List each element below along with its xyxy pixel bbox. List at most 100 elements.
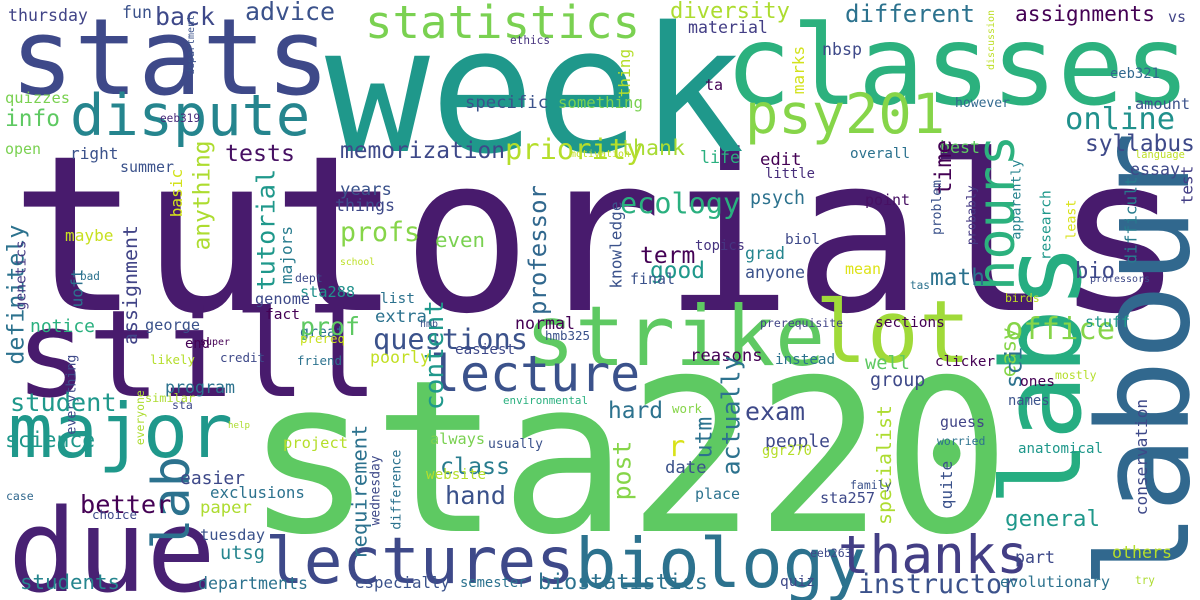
word-reasons: reasons bbox=[690, 346, 763, 366]
word-likely: likely bbox=[150, 352, 196, 367]
word-syllabus: syllabus bbox=[1085, 131, 1195, 157]
word-tutorial: tutorial bbox=[251, 169, 281, 291]
word-priority: priority bbox=[505, 132, 644, 166]
word-major: major bbox=[8, 388, 234, 475]
word-assignment: assignment bbox=[119, 224, 143, 345]
word-hand: hand bbox=[445, 481, 506, 510]
word-mostly: mostly bbox=[1055, 368, 1097, 382]
word-due: due bbox=[8, 485, 216, 600]
word-anatomical: anatomical bbox=[1018, 441, 1103, 457]
word-friend: friend bbox=[297, 353, 343, 368]
word-advice: advice bbox=[245, 0, 336, 26]
word-dept: dept bbox=[295, 271, 323, 285]
word-thanks: thanks bbox=[838, 525, 1029, 586]
word-overall: overall bbox=[850, 146, 911, 162]
word-good: good bbox=[650, 258, 705, 284]
word-super: super bbox=[200, 337, 231, 348]
word-back: back bbox=[155, 2, 215, 31]
word-majors: majors bbox=[276, 225, 296, 285]
word-birds: birds bbox=[1005, 291, 1040, 305]
word-exam: exam bbox=[745, 397, 805, 426]
word-students: students bbox=[20, 570, 120, 594]
word-thursday: thursday bbox=[8, 6, 88, 25]
word-diversity: diversity bbox=[670, 0, 790, 24]
word-assignments: assignments bbox=[1015, 1, 1156, 26]
word-essay: essay bbox=[1130, 160, 1180, 179]
word-still: still bbox=[15, 285, 379, 425]
word-departments: departments bbox=[198, 574, 308, 593]
word-general: general bbox=[1005, 506, 1101, 532]
word-ethics: ethics bbox=[510, 34, 551, 47]
word-life: life bbox=[700, 148, 740, 167]
word-prof: prof bbox=[300, 312, 360, 341]
word-usually: usually bbox=[488, 437, 543, 452]
word-instead: instead bbox=[775, 352, 836, 368]
word-notice: notice bbox=[30, 316, 96, 337]
word-amount: amount bbox=[1135, 95, 1191, 113]
word-program: program bbox=[165, 378, 235, 397]
word-however: however bbox=[955, 96, 1010, 111]
word-website: website bbox=[426, 467, 487, 483]
word-point: point bbox=[865, 191, 910, 209]
word-best: best bbox=[940, 138, 980, 157]
word-stuff: stuff bbox=[1085, 313, 1130, 331]
word-try: try bbox=[1135, 574, 1155, 587]
word-office: office bbox=[1005, 312, 1116, 347]
word-eeb319: eeb319 bbox=[160, 112, 201, 125]
word-specific: specific bbox=[465, 93, 549, 113]
word-guess: guess bbox=[940, 413, 985, 431]
word-something: something bbox=[558, 93, 643, 112]
word-sta220: sta220 bbox=[245, 334, 1011, 581]
word-vs: vs bbox=[1168, 8, 1187, 26]
word-especially: especially bbox=[355, 573, 450, 592]
word-memorization: memorization bbox=[340, 138, 506, 164]
word-people: people bbox=[765, 431, 831, 452]
word-department: department bbox=[186, 14, 198, 75]
word-sections: sections bbox=[875, 315, 945, 331]
word-end: end bbox=[185, 336, 210, 352]
word-easier: easier bbox=[180, 468, 246, 489]
word-discussion: discussion bbox=[986, 9, 998, 70]
word-biology: biology bbox=[575, 524, 866, 600]
word-conservation: conservation bbox=[1131, 399, 1151, 516]
word-language: language bbox=[1135, 149, 1185, 161]
word-even: even bbox=[435, 228, 485, 252]
word-eeb263: eeb263 bbox=[810, 546, 852, 560]
word-poorly: poorly bbox=[370, 348, 430, 367]
word-class: class bbox=[440, 453, 510, 480]
word-similar: similar bbox=[145, 391, 196, 405]
word-paper: paper bbox=[200, 498, 252, 518]
word-motivation: motivation bbox=[570, 149, 631, 160]
word-ones: ones bbox=[1020, 374, 1055, 390]
word-right: right bbox=[70, 144, 119, 163]
word-stats: stats bbox=[10, 0, 330, 120]
word-tutorials: tutorials bbox=[10, 110, 1185, 362]
word-utm: utm bbox=[691, 416, 718, 459]
word-tests: tests bbox=[225, 140, 295, 167]
word-online: online bbox=[1065, 102, 1176, 137]
word-worried: worried bbox=[937, 434, 986, 448]
word-eeb321: eeb321 bbox=[1110, 66, 1160, 82]
word-quite: quite bbox=[936, 461, 956, 510]
word-week: week bbox=[325, 0, 745, 193]
word-ggr270: ggr270 bbox=[762, 443, 813, 459]
word-psy201: psy201 bbox=[745, 83, 946, 147]
word-summer: summer bbox=[120, 158, 174, 176]
word-mean: mean bbox=[845, 260, 881, 278]
word-marks: marks bbox=[788, 45, 808, 95]
word-case: case bbox=[6, 489, 34, 503]
word-open: open bbox=[5, 140, 41, 158]
word-thing: thing bbox=[614, 48, 634, 97]
word-fact: fact bbox=[265, 307, 300, 323]
word-tuesday: tuesday bbox=[200, 526, 266, 544]
word-different: different bbox=[845, 0, 975, 28]
word-dispute: dispute bbox=[70, 83, 311, 149]
word-sta257: sta257 bbox=[820, 489, 876, 507]
word-list: list bbox=[380, 291, 415, 307]
word-normal: normal bbox=[515, 314, 575, 333]
word-lectures: lectures bbox=[265, 524, 575, 599]
word-problem: problem bbox=[929, 180, 945, 236]
word-final: final bbox=[630, 270, 675, 288]
word-well: well bbox=[865, 353, 910, 374]
